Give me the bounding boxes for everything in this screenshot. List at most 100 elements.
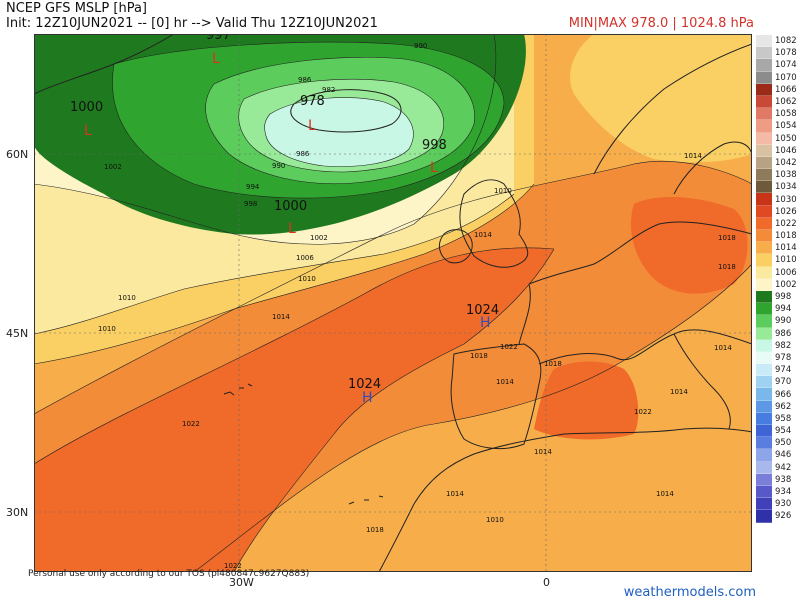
legend-swatch [756,498,772,511]
low-center-marker: L [308,118,316,134]
legend-swatch [756,461,772,474]
legend-row: 938 [756,473,798,486]
isobar-label-small: 986 [298,76,312,84]
legend-row: 1074 [756,59,798,72]
legend-row: 1026 [756,205,798,218]
isobar-label-big: 1000 [70,100,103,115]
isobar-label-small: 1010 [298,275,316,283]
lat-label-45n: 45N [6,327,29,340]
legend-swatch [756,315,772,328]
legend-label: 978 [775,352,792,363]
legend-swatch [756,205,772,218]
legend-label: 1078 [775,48,797,59]
legend-swatch [756,95,772,109]
high-center-marker: H [362,390,373,406]
legend-swatch [756,144,772,157]
coast-ireland [438,229,473,264]
isobar-label-small: 990 [272,162,285,170]
coast-med-n [538,329,752,365]
isobar-label-small: 1014 [714,344,732,352]
isobar-label-small: 1010 [118,294,136,302]
isobar-label-big: 998 [422,138,447,153]
isobar-label-small: 1022 [500,343,518,351]
brand-link[interactable]: weathermodels.com [623,585,756,600]
legend-row: 966 [756,388,798,401]
coast-italy [673,333,731,430]
legend-swatch [756,473,772,486]
legend-label: 962 [775,401,792,412]
legend-swatch [756,217,772,230]
isobar-label-small: 1022 [224,562,242,570]
isobar-label-small: 1010 [486,516,504,524]
legend-row: 1046 [756,144,798,157]
legend-label: 1066 [775,84,797,95]
isobar-label-small: 1006 [296,254,314,262]
isobar-label-big: 1024 [466,303,499,318]
legend-row: 1014 [756,242,798,255]
isobar-label-big: 978 [300,94,325,109]
isobar-label-small: 1018 [470,352,488,360]
band-1022-germany [630,197,748,294]
lon-label-0: 0 [543,576,550,589]
legend-label: 1006 [775,267,797,278]
isobar-label-small: 990 [414,42,427,50]
lon-label-30w: 30W [229,576,254,589]
legend-swatch [756,35,772,48]
legend-label: 1074 [775,60,797,71]
legend-swatch [756,120,772,133]
legend-row: 946 [756,449,798,462]
legend-swatch [756,132,772,145]
legend-label: 958 [775,413,792,424]
legend-label: 1070 [775,72,797,83]
legend-label: 950 [775,438,792,449]
isobar-label-small: 1014 [272,313,290,321]
legend-label: 946 [775,450,792,461]
legend-swatch [756,339,772,352]
legend-row: 962 [756,400,798,413]
legend-label: 942 [775,462,792,473]
isobar-label-big: 1000 [274,199,307,214]
legend-row: 990 [756,315,798,328]
coast-africa-w [378,503,415,572]
legend-row: 1054 [756,120,798,133]
isobar-label-small: 1014 [446,490,464,498]
legend-swatch [756,71,772,84]
legend-swatch [756,388,772,401]
legend-row: 954 [756,425,798,438]
legend-row: 934 [756,485,798,499]
coast-france-w [518,283,531,345]
isobar-label-small: 1018 [718,234,736,242]
legend-row: 978 [756,351,798,365]
legend-row: 1078 [756,47,798,60]
coast-azores [223,383,253,396]
isobar-label-small: 1010 [98,325,116,333]
chart-title: NCEP GFS MSLP [hPa] [6,1,147,16]
legend-row: 930 [756,498,798,511]
legend-swatch [756,156,772,170]
legend-row: 1018 [756,230,798,243]
legend-swatch [756,83,772,96]
coast-africa-n [413,427,752,505]
legend-swatch [756,437,772,450]
legend-label: 938 [775,474,792,485]
isobar-label-small: 1014 [496,378,514,386]
coast-scand-s [673,141,752,195]
high-center-marker: H [480,315,491,331]
band-1022-iberia [534,361,639,440]
legend-label: 998 [775,292,792,303]
legend-label: 970 [775,377,792,388]
isobar-label-small: 1018 [366,526,384,534]
legend-swatch [756,449,772,462]
legend-row: 1058 [756,108,798,121]
legend-swatch [756,290,772,304]
legend-row: 950 [756,437,798,450]
legend-swatch [756,47,772,60]
legend-swatch [756,108,772,121]
legend-swatch [756,376,772,389]
legend-label: 930 [775,499,792,510]
init-valid-line: Init: 12Z10JUN2021 -- [0] hr --> Valid T… [6,16,378,31]
legend-swatch [756,230,772,243]
legend-label: 1014 [775,243,797,254]
legend-swatch [756,254,772,267]
isobar-label-big: 1024 [348,377,381,392]
